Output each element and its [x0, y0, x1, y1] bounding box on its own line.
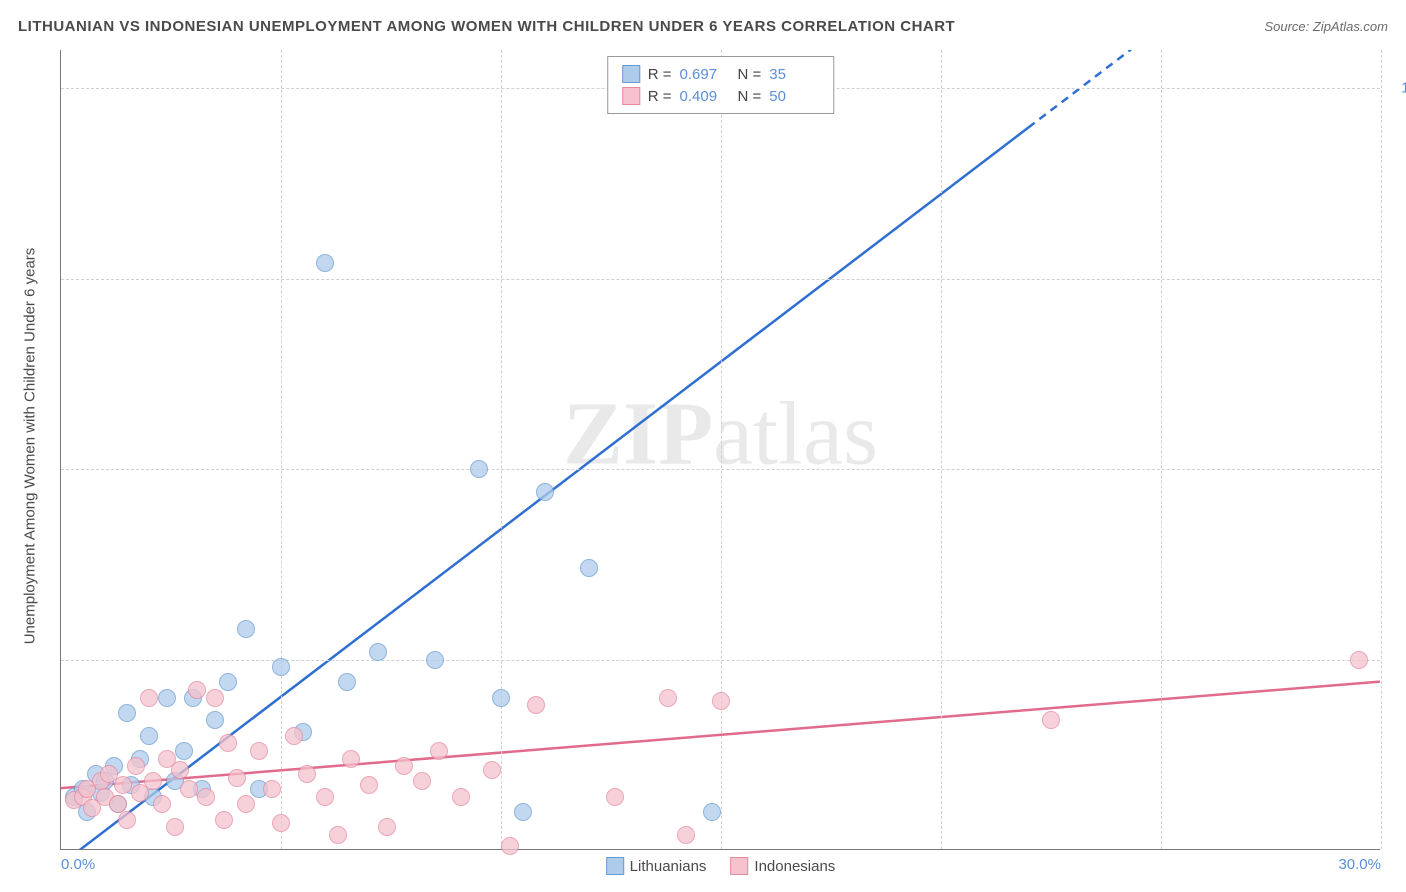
- scatter-point: [206, 689, 224, 707]
- scatter-point: [180, 780, 198, 798]
- scatter-point: [250, 742, 268, 760]
- scatter-point: [712, 692, 730, 710]
- scatter-point: [215, 811, 233, 829]
- n-value: 35: [769, 66, 819, 83]
- scatter-point: [659, 689, 677, 707]
- scatter-point: [140, 689, 158, 707]
- n-value: 50: [769, 88, 819, 105]
- series-legend-label: Indonesians: [754, 858, 835, 875]
- gridline-vertical: [1161, 50, 1162, 849]
- y-axis-title: Unemployment Among Women with Children U…: [22, 248, 39, 645]
- scatter-point: [483, 761, 501, 779]
- chart-title: LITHUANIAN VS INDONESIAN UNEMPLOYMENT AM…: [18, 18, 955, 35]
- scatter-point: [426, 651, 444, 669]
- scatter-point: [536, 483, 554, 501]
- scatter-point: [677, 826, 695, 844]
- series-legend-item: Indonesians: [730, 857, 835, 875]
- r-value: 0.409: [680, 88, 730, 105]
- correlation-legend-row: R = 0.409 N = 50: [622, 85, 820, 107]
- scatter-point: [237, 795, 255, 813]
- scatter-point: [298, 765, 316, 783]
- scatter-point: [1042, 711, 1060, 729]
- scatter-point: [127, 757, 145, 775]
- scatter-point: [188, 681, 206, 699]
- scatter-point: [606, 788, 624, 806]
- scatter-point: [360, 776, 378, 794]
- scatter-point: [158, 689, 176, 707]
- series-legend-label: Lithuanians: [630, 858, 707, 875]
- scatter-point: [329, 826, 347, 844]
- scatter-point: [470, 460, 488, 478]
- scatter-point: [118, 811, 136, 829]
- scatter-point: [114, 776, 132, 794]
- r-label: R =: [648, 66, 672, 83]
- scatter-point: [237, 620, 255, 638]
- scatter-point: [316, 254, 334, 272]
- scatter-point: [527, 696, 545, 714]
- scatter-plot-area: ZIPatlas 25.0%50.0%75.0%100.0%0.0%30.0%R…: [60, 50, 1380, 850]
- gridline-vertical: [501, 50, 502, 849]
- scatter-point: [413, 772, 431, 790]
- scatter-point: [228, 769, 246, 787]
- scatter-point: [272, 814, 290, 832]
- scatter-point: [118, 704, 136, 722]
- scatter-point: [272, 658, 290, 676]
- scatter-point: [703, 803, 721, 821]
- scatter-point: [153, 795, 171, 813]
- legend-swatch: [622, 87, 640, 105]
- r-label: R =: [648, 88, 672, 105]
- scatter-point: [514, 803, 532, 821]
- scatter-point: [430, 742, 448, 760]
- scatter-point: [342, 750, 360, 768]
- correlation-legend: R = 0.697 N = 35 R = 0.409 N = 50: [607, 56, 835, 114]
- scatter-point: [580, 559, 598, 577]
- scatter-point: [144, 772, 162, 790]
- gridline-vertical: [281, 50, 282, 849]
- scatter-point: [140, 727, 158, 745]
- legend-swatch: [730, 857, 748, 875]
- gridline-vertical: [1381, 50, 1382, 849]
- correlation-legend-row: R = 0.697 N = 35: [622, 63, 820, 85]
- scatter-point: [395, 757, 413, 775]
- gridline-vertical: [721, 50, 722, 849]
- scatter-point: [501, 837, 519, 855]
- scatter-point: [492, 689, 510, 707]
- source-label: Source:: [1264, 19, 1312, 34]
- scatter-point: [369, 643, 387, 661]
- scatter-point: [316, 788, 334, 806]
- series-legend: Lithuanians Indonesians: [606, 857, 836, 875]
- n-label: N =: [738, 88, 762, 105]
- scatter-point: [285, 727, 303, 745]
- scatter-point: [171, 761, 189, 779]
- scatter-point: [338, 673, 356, 691]
- scatter-point: [263, 780, 281, 798]
- scatter-point: [219, 673, 237, 691]
- scatter-point: [452, 788, 470, 806]
- source-attribution: Source: ZipAtlas.com: [1264, 19, 1388, 34]
- y-tick-label: 100.0%: [1401, 80, 1406, 97]
- title-bar: LITHUANIAN VS INDONESIAN UNEMPLOYMENT AM…: [18, 18, 1388, 35]
- r-value: 0.697: [680, 66, 730, 83]
- scatter-point: [378, 818, 396, 836]
- x-tick-label: 0.0%: [61, 856, 95, 873]
- scatter-point: [219, 734, 237, 752]
- gridline-vertical: [941, 50, 942, 849]
- n-label: N =: [738, 66, 762, 83]
- scatter-point: [197, 788, 215, 806]
- scatter-point: [206, 711, 224, 729]
- scatter-point: [175, 742, 193, 760]
- source-name: ZipAtlas.com: [1313, 19, 1388, 34]
- legend-swatch: [622, 65, 640, 83]
- series-legend-item: Lithuanians: [606, 857, 707, 875]
- scatter-point: [1350, 651, 1368, 669]
- x-tick-label: 30.0%: [1338, 856, 1381, 873]
- scatter-point: [166, 818, 184, 836]
- legend-swatch: [606, 857, 624, 875]
